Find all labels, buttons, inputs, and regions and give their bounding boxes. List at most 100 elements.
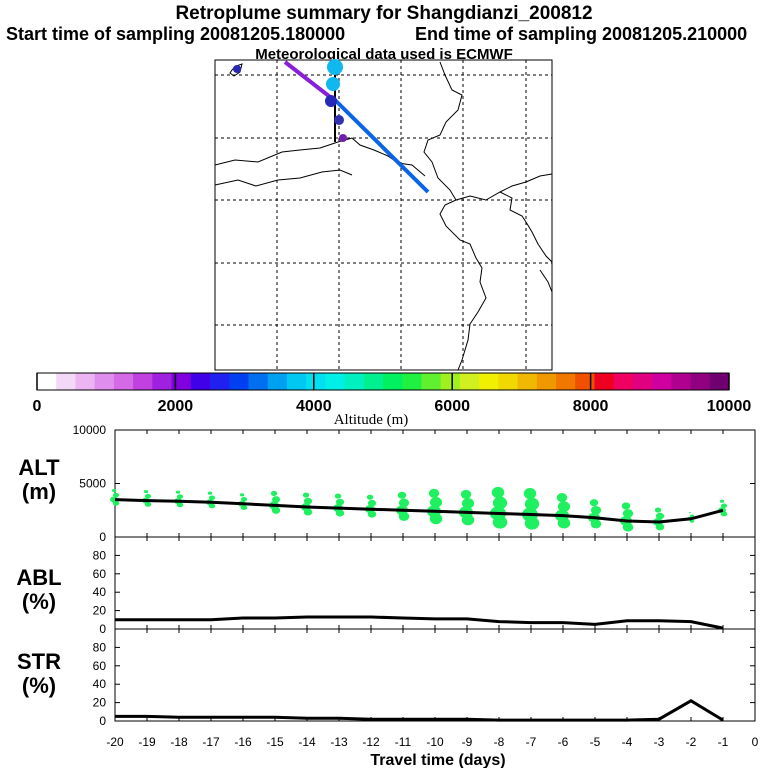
colorbar-swatch [459,373,480,390]
alt-scatter-point [176,494,184,499]
alt-scatter-point [303,497,313,505]
x-tick-label: 0 [752,735,759,749]
alt-series-line [114,498,724,524]
alt-scatter-point [207,491,213,495]
y-tick-label: 80 [93,640,107,654]
map-gridlines [215,60,552,370]
colorbar-swatch [402,373,422,390]
colorbar-tick-label: 10000 [707,398,752,415]
y-tick-label: 0 [99,714,106,728]
alt-scatter-point [175,490,181,494]
chart-title: Retroplume summary for Shangdianzi_20081… [175,3,593,24]
colorbar-swatch [575,373,595,390]
colorbar-tick-label: 2000 [158,398,194,415]
y-tick-label: 40 [93,585,107,599]
alt-scatter-point [655,512,665,520]
alt-scatter-point [622,522,634,532]
y-tick-label: 5000 [79,477,106,491]
colorbar-swatch [556,373,576,390]
colorbar-swatch [479,373,499,390]
alt-scatter-point [303,508,313,516]
str-panel-label: STR (%) [4,650,74,698]
marker-cyan-1 [327,59,343,75]
alt-scatter-point [689,519,695,523]
alt-scatter-point [112,500,120,506]
alt-scatter-point [302,492,310,498]
colorbar-swatch [75,373,96,390]
alt-scatter-point [143,490,149,494]
alt-scatter-point [335,509,345,517]
x-tick-label: -11 [395,735,412,749]
marker-origin [233,65,241,73]
colorbar-tick-label: 0 [33,398,42,415]
x-tick-label: -16 [234,735,252,749]
alt-scatter-point [491,486,505,499]
colorbar-swatch [709,373,730,390]
alt-scatter-point [654,507,662,513]
colorbar-swatch [344,373,365,390]
x-tick-label: -15 [266,735,284,749]
y-tick-label: 20 [93,696,107,710]
map-markers [233,59,347,142]
colorbar-swatch [652,373,672,390]
y-tick-label: 10000 [73,423,107,437]
abl-label-unit: (%) [21,589,57,614]
str-label-name: STR [17,649,61,674]
alt-scatter-point [524,497,540,511]
colorbar-swatch [190,373,211,390]
x-tick-label: -17 [202,735,220,749]
x-tick-label: -4 [622,735,633,749]
alt-scatter-point [335,498,345,506]
colorbar-swatch [363,373,384,390]
abl-series-line [115,615,724,630]
colorbar-swatch [383,373,403,390]
colorbar-label: Altitude (m) [334,412,409,428]
x-tick-label: -7 [526,735,537,749]
marker-cyan-2 [326,77,340,91]
alt-scatter-point [688,512,692,514]
colorbar-swatch [286,373,307,390]
alt-scatter-point [398,512,410,521]
alt-scatter-point [621,502,631,510]
colorbar-swatch [113,373,134,390]
colorbar-swatch [440,373,461,390]
str-label-unit: (%) [21,673,57,698]
y-tick-label: 60 [93,659,107,673]
y-tick-label: 80 [93,548,107,562]
marker-navy-1 [325,95,337,107]
str-series-line [115,699,724,722]
x-tick-label: -18 [170,735,188,749]
colorbar-swatch [421,373,442,390]
alt-scatter-point [240,505,248,510]
colorbar-swatch [171,373,192,390]
colorbar-tick-label: 8000 [573,398,609,415]
x-tick-label: -20 [106,735,124,749]
alt-scatter-point [557,501,571,512]
alt-scatter-point [461,514,475,526]
alt-scatter-point [334,493,342,499]
colorbar-swatch [498,373,519,390]
alt-scatter-point [240,497,248,502]
y-tick-label: 60 [93,567,107,581]
alt-scatter-point [689,514,695,518]
alt-scatter-point [492,515,508,529]
marker-purple-1 [339,134,347,142]
alt-scatter-point [144,501,152,507]
alt-scatter-point [589,499,599,507]
marker-navy-2 [334,115,344,125]
x-tick-label: -5 [590,735,601,749]
colorbar-swatch [613,373,634,390]
alt-scatter-point [590,505,602,515]
colorbar-swatch [133,373,153,390]
colorbar-swatch [325,373,346,390]
alt-scatter-point [367,499,377,507]
colorbar-swatch [94,373,115,390]
alt-label-name: ALT [18,455,60,480]
colorbar-swatch [536,373,557,390]
start-time: Start time of sampling 20081205.180000 [6,24,346,44]
x-tick-label: -10 [426,735,444,749]
trajectory-purple [283,60,336,102]
colorbar-tick-label: 4000 [296,398,332,415]
alt-scatter-point [144,493,152,499]
